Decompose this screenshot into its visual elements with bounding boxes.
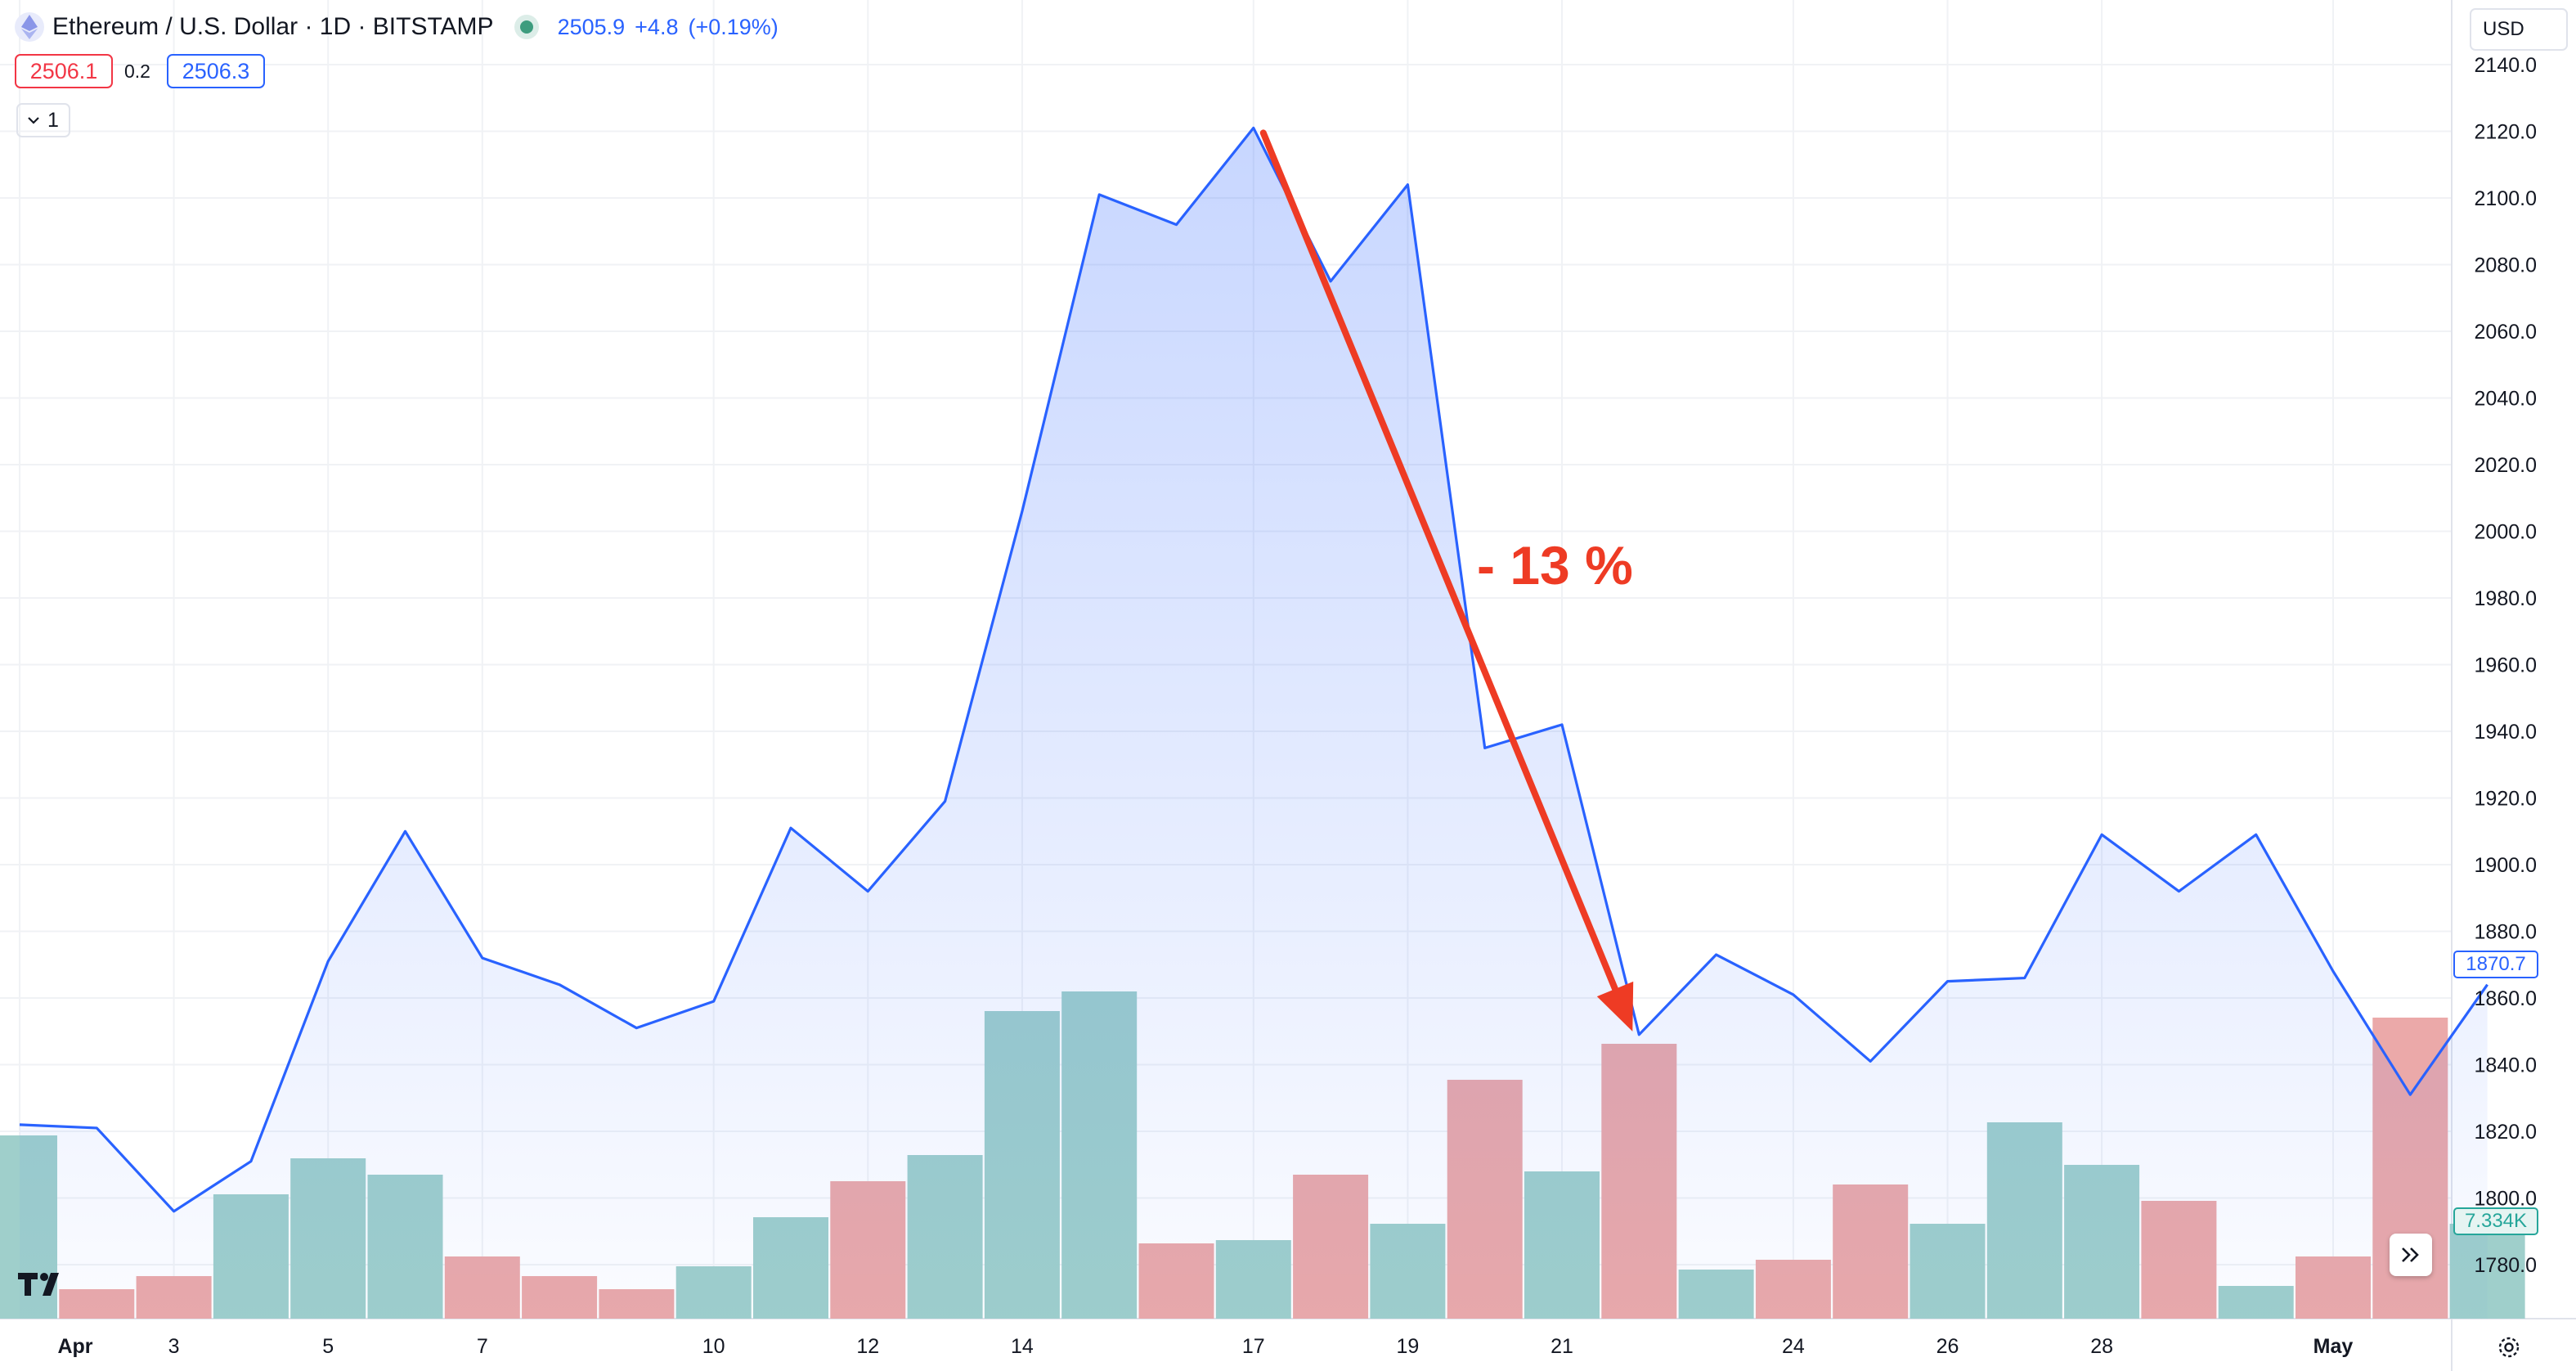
annotation-arrow-shaft (1259, 129, 1619, 993)
price-tick-label: 1860.0 (2475, 987, 2537, 1010)
time-axis[interactable]: Apr 3 5 7 10 12 14 17 19 21 24 26 28 May (57, 1335, 2353, 1358)
time-tick-label: 19 (1396, 1335, 1419, 1358)
price-tick-label: 1800.0 (2475, 1188, 2537, 1211)
price-tick-label: 2120.0 (2475, 121, 2537, 144)
ethereum-icon (15, 12, 44, 42)
time-tick-label: 21 (1551, 1335, 1573, 1358)
time-tick-label: 17 (1242, 1335, 1265, 1358)
price-tick-label: 1900.0 (2475, 854, 2537, 877)
indicator-count: 1 (47, 108, 59, 132)
price-tick-label: 2140.0 (2475, 54, 2537, 77)
symbol-title[interactable]: Ethereum / U.S. Dollar · 1D · BITSTAMP (52, 13, 494, 40)
price-tick-label: 1840.0 (2475, 1054, 2537, 1077)
annotation-arrow-head (1596, 981, 1634, 1032)
annotation-arrow: - 13 % (1259, 129, 1634, 1032)
time-tick-label: 12 (856, 1335, 879, 1358)
last-price-tag: 1870.7 (2453, 951, 2538, 978)
price-area-fill (20, 128, 2488, 1319)
tradingview-logo-icon[interactable] (18, 1270, 70, 1299)
collapse-indicators-button[interactable]: 1 (16, 103, 70, 137)
time-tick-label: 28 (2090, 1335, 2113, 1358)
time-tick-label: 10 (702, 1335, 725, 1358)
chevron-down-icon (28, 117, 39, 124)
annotation-label: - 13 % (1477, 535, 1633, 596)
spread-value: 0.2 (124, 61, 150, 82)
price-tick-label: 2020.0 (2475, 454, 2537, 477)
time-tick-label: 5 (322, 1335, 334, 1358)
time-tick-label: 24 (1782, 1335, 1805, 1358)
price-tick-label: 2040.0 (2475, 388, 2537, 411)
price-tick-label: 2060.0 (2475, 321, 2537, 344)
price-tick-label: 2080.0 (2475, 254, 2537, 277)
gear-icon[interactable] (2495, 1333, 2523, 1361)
price-change: +4.8 (635, 14, 679, 39)
time-tick-label: May (2313, 1335, 2354, 1358)
last-price: 2505.9 (557, 14, 626, 39)
price-tick-label: 1980.0 (2475, 587, 2537, 610)
price-tick-label: 2100.0 (2475, 187, 2537, 210)
price-tick-label: 1960.0 (2475, 654, 2537, 677)
time-tick-label: 7 (477, 1335, 488, 1358)
time-tick-label: 14 (1011, 1335, 1034, 1358)
currency-selector[interactable]: USD (2470, 8, 2568, 51)
price-area (19, 126, 2488, 1319)
price-axis[interactable]: 1780.0 1800.0 1820.0 1840.0 1860.0 1880.0 1900… (2475, 54, 2537, 1277)
market-status-dot[interactable] (519, 20, 533, 34)
price-tick-label: 1820.0 (2475, 1121, 2537, 1144)
time-tick-label: Apr (57, 1335, 92, 1358)
sell-price-button[interactable]: 2506.1 (15, 54, 113, 88)
price-line (19, 126, 2488, 1213)
price-tick-label: 2000.0 (2475, 521, 2537, 544)
price-tick-label: 1940.0 (2475, 721, 2537, 744)
chart-header: Ethereum / U.S. Dollar · 1D · BITSTAMP 2… (0, 0, 788, 54)
price-tick-label: 1780.0 (2475, 1254, 2537, 1277)
buy-price-button[interactable]: 2506.3 (167, 54, 265, 88)
double-chevron-right-icon (2402, 1247, 2419, 1262)
time-tick-label: 3 (168, 1335, 180, 1358)
price-tick-label: 1880.0 (2475, 921, 2537, 944)
scroll-to-realtime-button[interactable] (2390, 1234, 2432, 1276)
volume-tag: 7.334K (2453, 1207, 2538, 1235)
time-tick-label: 26 (1936, 1335, 1959, 1358)
price-change-percent: (+0.19%) (688, 14, 779, 39)
price-tick-label: 1920.0 (2475, 788, 2537, 811)
